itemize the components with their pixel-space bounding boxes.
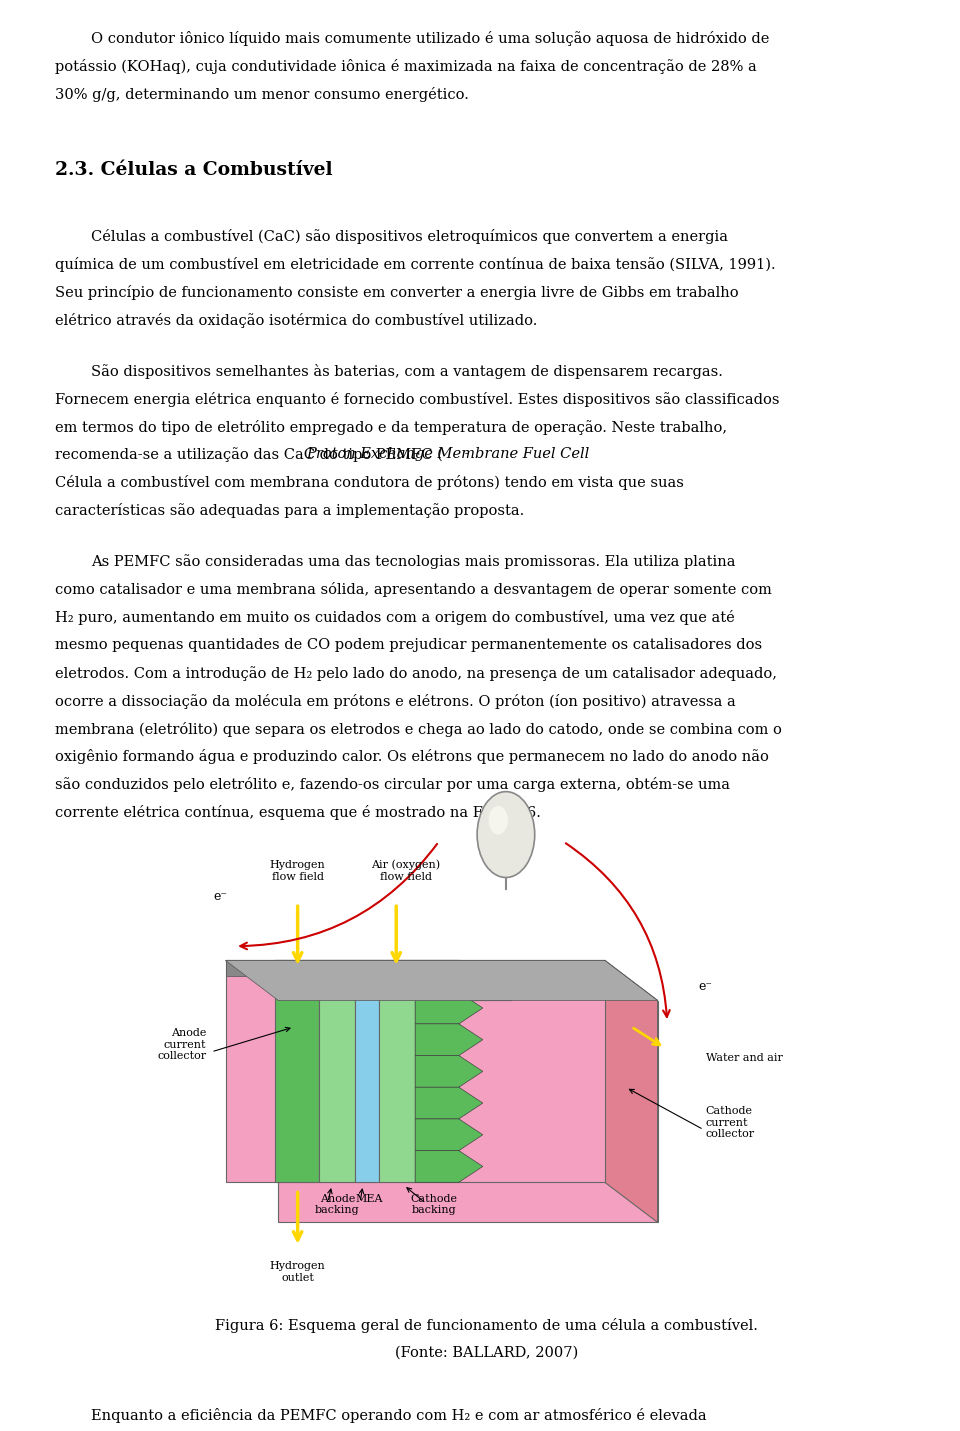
Text: Células a combustível (CaC) são dispositivos eletroquímicos que convertem a ener: Células a combustível (CaC) são disposit… (91, 229, 729, 245)
Text: Cathode
backing: Cathode backing (411, 1193, 458, 1215)
Text: O condutor iônico líquido mais comumente utilizado é uma solução aquosa de hidró: O condutor iônico líquido mais comumente… (91, 31, 770, 46)
Text: Enquanto a eficiência da PEMFC operando com H₂ e com ar atmosférico é elevada: Enquanto a eficiência da PEMFC operando … (91, 1408, 707, 1422)
Text: -: - (460, 448, 469, 461)
Text: Hydrogen
outlet: Hydrogen outlet (270, 1261, 325, 1282)
Circle shape (477, 791, 535, 877)
Polygon shape (319, 960, 354, 1182)
Text: corrente elétrica contínua, esquema que é mostrado na Figura 6.: corrente elétrica contínua, esquema que … (55, 806, 540, 820)
Polygon shape (415, 960, 459, 1182)
Polygon shape (354, 960, 379, 1182)
Text: potássio (KOHaq), cuja condutividade iônica é maximizada na faixa de concentraçã: potássio (KOHaq), cuja condutividade iôn… (55, 60, 756, 74)
Text: elétrico através da oxidação isotérmica do combustível utilizado.: elétrico através da oxidação isotérmica … (55, 313, 537, 328)
Text: Figura 6: Esquema geral de funcionamento de uma célula a combustível.: Figura 6: Esquema geral de funcionamento… (215, 1318, 758, 1334)
Text: Cathode
current
collector: Cathode current collector (706, 1106, 755, 1139)
Text: em termos do tipo de eletrólito empregado e da temperatura de operação. Neste tr: em termos do tipo de eletrólito empregad… (55, 419, 727, 435)
Text: características são adequadas para a implementação proposta.: características são adequadas para a imp… (55, 504, 524, 518)
Text: Seu princípio de funcionamento consiste em converter a energia livre de Gibbs em: Seu princípio de funcionamento consiste … (55, 285, 738, 301)
Text: Anode
backing: Anode backing (315, 1193, 360, 1215)
Polygon shape (415, 1088, 483, 1119)
Polygon shape (226, 960, 658, 1000)
Polygon shape (415, 1023, 483, 1056)
Polygon shape (226, 960, 605, 976)
Text: recomenda-se a utilização das CaC do tipo PEMFC (: recomenda-se a utilização das CaC do tip… (55, 448, 443, 462)
Text: Air (oxygen)
flow field: Air (oxygen) flow field (372, 860, 441, 881)
Text: (Fonte: BALLARD, 2007): (Fonte: BALLARD, 2007) (396, 1347, 578, 1359)
Text: São dispositivos semelhantes às baterias, com a vantagem de dispensarem recargas: São dispositivos semelhantes às baterias… (91, 363, 723, 379)
Polygon shape (354, 960, 432, 1000)
Polygon shape (278, 1000, 658, 1222)
Text: Water and air: Water and air (706, 1053, 782, 1063)
Text: Hydrogen
flow field: Hydrogen flow field (270, 860, 325, 881)
Text: e⁻: e⁻ (699, 980, 712, 993)
Polygon shape (415, 1151, 483, 1182)
Polygon shape (415, 960, 512, 1000)
Polygon shape (379, 960, 415, 1182)
Text: Proton Exchange Membrane Fuel Cell: Proton Exchange Membrane Fuel Cell (306, 448, 589, 461)
Text: como catalisador e uma membrana sólida, apresentando a desvantagem de operar som: como catalisador e uma membrana sólida, … (55, 582, 772, 597)
Text: membrana (eletrólito) que separa os eletrodos e chega ao lado do catodo, onde se: membrana (eletrólito) que separa os elet… (55, 721, 781, 737)
Polygon shape (415, 992, 483, 1023)
Polygon shape (415, 1056, 483, 1088)
Text: eletrodos. Com a introdução de H₂ pelo lado do anodo, na presença de um catalisa: eletrodos. Com a introdução de H₂ pelo l… (55, 665, 777, 681)
Text: são conduzidos pelo eletrólito e, fazendo-os circular por uma carga externa, obt: são conduzidos pelo eletrólito e, fazend… (55, 777, 730, 793)
Text: Fornecem energia elétrica enquanto é fornecido combustível. Estes dispositivos s: Fornecem energia elétrica enquanto é for… (55, 392, 780, 406)
Text: Célula a combustível com membrana condutora de prótons) tendo em vista que suas: Célula a combustível com membrana condut… (55, 475, 684, 491)
Polygon shape (226, 960, 658, 1000)
Text: Anode
current
collector: Anode current collector (157, 1027, 206, 1062)
Text: MEA: MEA (356, 1193, 383, 1203)
Polygon shape (319, 960, 407, 1000)
Text: mesmo pequenas quantidades de CO podem prejudicar permanentemente os catalisador: mesmo pequenas quantidades de CO podem p… (55, 638, 762, 651)
Polygon shape (275, 960, 319, 1182)
Polygon shape (226, 960, 605, 1182)
Text: H₂ puro, aumentando em muito os cuidados com a origem do combustível, uma vez qu: H₂ puro, aumentando em muito os cuidados… (55, 610, 734, 625)
Text: química de um combustível em eletricidade em corrente contínua de baixa tensão (: química de um combustível em eletricidad… (55, 258, 776, 272)
Polygon shape (379, 960, 468, 1000)
Polygon shape (415, 960, 483, 992)
Text: oxigênio formando água e produzindo calor. Os elétrons que permanecem no lado do: oxigênio formando água e produzindo calo… (55, 750, 769, 764)
Text: As PEMFC são consideradas uma das tecnologias mais promissoras. Ela utiliza plat: As PEMFC são consideradas uma das tecnol… (91, 554, 735, 570)
Text: e⁻: e⁻ (214, 890, 228, 903)
Polygon shape (275, 960, 372, 1000)
Text: 30% g/g, determinando um menor consumo energético.: 30% g/g, determinando um menor consumo e… (55, 87, 468, 102)
Text: 2.3. Células a Combustível: 2.3. Células a Combustível (55, 162, 332, 179)
Circle shape (489, 806, 508, 834)
Polygon shape (415, 1119, 483, 1151)
Polygon shape (605, 960, 658, 1222)
Text: ocorre a dissociação da molécula em prótons e elétrons. O próton (íon positivo) : ocorre a dissociação da molécula em prót… (55, 694, 735, 708)
